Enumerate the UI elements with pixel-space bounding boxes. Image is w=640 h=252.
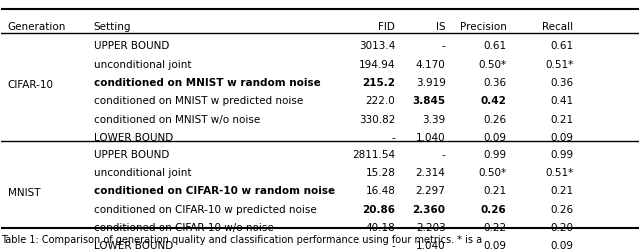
Text: CIFAR-10: CIFAR-10 — [8, 79, 54, 89]
Text: 0.09: 0.09 — [550, 240, 573, 250]
Text: 0.26: 0.26 — [481, 204, 507, 214]
Text: 2811.54: 2811.54 — [352, 149, 395, 159]
Text: unconditional joint: unconditional joint — [94, 167, 191, 177]
Text: 0.09: 0.09 — [550, 132, 573, 142]
Text: LOWER BOUND: LOWER BOUND — [94, 240, 173, 250]
Text: 0.09: 0.09 — [484, 132, 507, 142]
Text: Table 1: Comparison of generation quality and classification performance using f: Table 1: Comparison of generation qualit… — [1, 234, 483, 244]
Text: 15.28: 15.28 — [365, 167, 395, 177]
Text: 0.26: 0.26 — [484, 114, 507, 124]
Text: 2.203: 2.203 — [416, 222, 445, 232]
Text: UPPER BOUND: UPPER BOUND — [94, 149, 169, 159]
Text: 0.26: 0.26 — [550, 204, 573, 214]
Text: 222.0: 222.0 — [365, 96, 395, 106]
Text: unconditional joint: unconditional joint — [94, 59, 191, 69]
Text: 1.040: 1.040 — [416, 132, 445, 142]
Text: 4.170: 4.170 — [416, 59, 445, 69]
Text: 0.21: 0.21 — [550, 114, 573, 124]
Text: 2.314: 2.314 — [415, 167, 445, 177]
Text: MNIST: MNIST — [8, 187, 40, 197]
Text: 0.50*: 0.50* — [479, 59, 507, 69]
Text: 3013.4: 3013.4 — [359, 41, 395, 51]
Text: LOWER BOUND: LOWER BOUND — [94, 132, 173, 142]
Text: conditioned on MNIST w random noise: conditioned on MNIST w random noise — [94, 78, 321, 87]
Text: 0.20: 0.20 — [550, 222, 573, 232]
Text: 0.51*: 0.51* — [545, 59, 573, 69]
Text: 3.39: 3.39 — [422, 114, 445, 124]
Text: 0.51*: 0.51* — [545, 167, 573, 177]
Text: 0.99: 0.99 — [484, 149, 507, 159]
Text: Recall: Recall — [543, 22, 573, 32]
Text: 0.22: 0.22 — [484, 222, 507, 232]
Text: 2.297: 2.297 — [415, 186, 445, 196]
Text: -: - — [392, 132, 395, 142]
Text: 0.50*: 0.50* — [479, 167, 507, 177]
Text: conditioned on MNIST w predicted noise: conditioned on MNIST w predicted noise — [94, 96, 303, 106]
Text: 0.41: 0.41 — [550, 96, 573, 106]
Text: 40.18: 40.18 — [365, 222, 395, 232]
Text: conditioned on CIFAR-10 w predicted noise: conditioned on CIFAR-10 w predicted nois… — [94, 204, 317, 214]
Text: Generation: Generation — [8, 22, 66, 32]
Text: 0.21: 0.21 — [484, 186, 507, 196]
Text: FID: FID — [378, 22, 395, 32]
Text: IS: IS — [436, 22, 445, 32]
Text: -: - — [392, 240, 395, 250]
Text: 194.94: 194.94 — [358, 59, 395, 69]
Text: 0.36: 0.36 — [550, 78, 573, 87]
Text: 0.42: 0.42 — [481, 96, 507, 106]
Text: -: - — [442, 149, 445, 159]
Text: 16.48: 16.48 — [365, 186, 395, 196]
Text: 330.82: 330.82 — [359, 114, 395, 124]
Text: 1.040: 1.040 — [416, 240, 445, 250]
Text: 0.99: 0.99 — [550, 149, 573, 159]
Text: conditioned on CIFAR-10 w/o noise: conditioned on CIFAR-10 w/o noise — [94, 222, 273, 232]
Text: 0.61: 0.61 — [550, 41, 573, 51]
Text: 0.36: 0.36 — [484, 78, 507, 87]
Text: conditioned on CIFAR-10 w random noise: conditioned on CIFAR-10 w random noise — [94, 186, 335, 196]
Text: 3.845: 3.845 — [412, 96, 445, 106]
Text: 2.360: 2.360 — [413, 204, 445, 214]
Text: 0.21: 0.21 — [550, 186, 573, 196]
Text: 0.09: 0.09 — [484, 240, 507, 250]
Text: conditioned on MNIST w/o noise: conditioned on MNIST w/o noise — [94, 114, 260, 124]
Text: 3.919: 3.919 — [415, 78, 445, 87]
Text: -: - — [442, 41, 445, 51]
Text: Precision: Precision — [460, 22, 507, 32]
Text: 0.61: 0.61 — [484, 41, 507, 51]
Text: 20.86: 20.86 — [362, 204, 395, 214]
Text: 215.2: 215.2 — [362, 78, 395, 87]
Text: Setting: Setting — [94, 22, 131, 32]
Text: UPPER BOUND: UPPER BOUND — [94, 41, 169, 51]
